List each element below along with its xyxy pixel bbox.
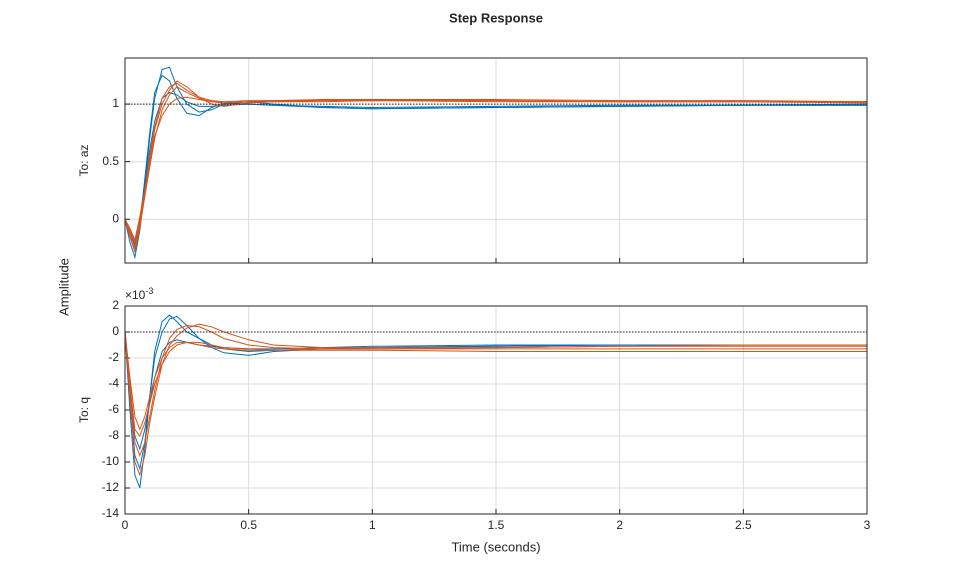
x-tick-label: 1.5 — [488, 518, 505, 532]
y-tick-label: -2 — [108, 350, 119, 364]
y-tick-label: 0 — [112, 324, 119, 338]
y-tick-label: -14 — [102, 506, 120, 520]
x-tick-label: 2 — [616, 518, 623, 532]
x-tick-label: 0.5 — [240, 518, 257, 532]
x-tick-label: 0 — [122, 518, 129, 532]
y-tick-label: 0 — [112, 211, 119, 225]
y-tick-label: 1 — [112, 96, 119, 110]
series-line — [125, 80, 867, 254]
y-axis-title: To: az — [77, 144, 91, 176]
x-tick-label: 2.5 — [735, 518, 752, 532]
multiplier-base: ×10 — [125, 288, 146, 302]
chart-title: Step Response — [449, 10, 543, 25]
y-tick-label: -8 — [108, 428, 119, 442]
y-tick-label: -4 — [108, 376, 119, 390]
series-line — [125, 331, 867, 431]
y-tick-label: -10 — [102, 454, 120, 468]
y-axis-label: Amplitude — [56, 258, 71, 316]
series-line — [125, 315, 867, 471]
x-axis-label: Time (seconds) — [451, 539, 540, 554]
plot-area — [125, 314, 867, 489]
series-line — [125, 96, 867, 242]
plot-area — [125, 66, 867, 260]
y-tick-label: 2 — [112, 298, 119, 312]
y-tick-label: -12 — [102, 480, 120, 494]
x-tick-label: 1 — [369, 518, 376, 532]
axis-multiplier: ×10-3 — [125, 286, 153, 302]
series-line — [125, 323, 867, 477]
y-tick-label: 0.5 — [102, 154, 119, 168]
y-tick-label: -6 — [108, 402, 119, 416]
y-axis-title: To: q — [77, 397, 91, 423]
multiplier-exponent: -3 — [145, 286, 153, 296]
axes-box — [124, 57, 868, 264]
series-line — [125, 331, 867, 438]
axes-box — [124, 305, 868, 515]
x-tick-label: 3 — [864, 518, 871, 532]
